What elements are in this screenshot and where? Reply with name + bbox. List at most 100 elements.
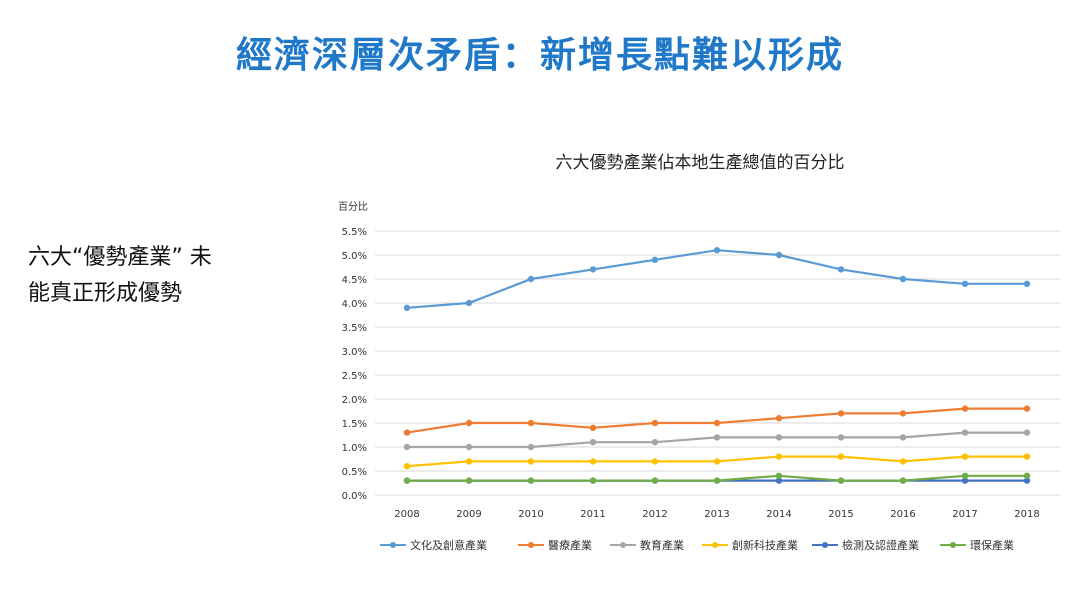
chart-legend: 文化及創意產業 醫療產業 教育產業 創新科技產業 檢測及認證產業 環保產業 bbox=[380, 537, 1080, 557]
legend-swatch bbox=[812, 541, 838, 549]
data-point bbox=[651, 256, 659, 263]
data-point bbox=[403, 443, 411, 451]
data-point bbox=[961, 453, 969, 460]
y-tick-label: 3.5% bbox=[342, 323, 367, 334]
y-tick-label: 3.0% bbox=[342, 347, 367, 358]
legend-swatch bbox=[610, 541, 636, 549]
line-chart: 百分比 0.0% 0.5% 1.0% 1.5% 2.0% 2.5% 3.0% 3.5% 4.0% 4… bbox=[338, 201, 1060, 520]
data-point bbox=[837, 266, 845, 273]
data-point bbox=[465, 443, 473, 451]
y-tick-label: 1.0% bbox=[342, 443, 367, 454]
data-point bbox=[527, 419, 535, 427]
data-point bbox=[1023, 477, 1031, 484]
data-point bbox=[961, 280, 969, 287]
x-tick-label: 2009 bbox=[456, 509, 481, 520]
data-point bbox=[1023, 429, 1031, 436]
data-point bbox=[403, 304, 411, 311]
legend-label: 檢測及認證產業 bbox=[842, 539, 919, 552]
y-tick-label: 0.0% bbox=[342, 491, 367, 502]
data-point bbox=[837, 453, 845, 460]
data-point bbox=[403, 463, 411, 470]
y-axis-label: 百分比 bbox=[338, 201, 368, 213]
chart-title: 六大優勢產業佔本地生產總值的百分比 bbox=[555, 153, 845, 173]
x-tick-label: 2016 bbox=[890, 509, 915, 520]
legend-swatch bbox=[702, 541, 728, 549]
x-tick-label: 2010 bbox=[518, 509, 543, 520]
legend-swatch bbox=[380, 541, 406, 549]
data-point bbox=[589, 477, 597, 484]
x-tick-label: 2015 bbox=[828, 509, 853, 520]
data-point bbox=[527, 275, 535, 283]
legend-item: 檢測及認證產業 bbox=[812, 537, 919, 553]
y-tick-label: 1.5% bbox=[342, 419, 367, 430]
data-point bbox=[713, 434, 721, 441]
y-tick-label: 0.5% bbox=[342, 467, 367, 478]
data-point bbox=[775, 453, 783, 460]
legend-item: 醫療產業 bbox=[518, 537, 592, 553]
data-point bbox=[589, 266, 597, 273]
data-point bbox=[837, 434, 845, 441]
data-point bbox=[403, 429, 411, 436]
side-text-line-1: 六大“優勢產業” 未 bbox=[28, 245, 212, 270]
data-point bbox=[713, 419, 721, 427]
side-text: 六大“優勢產業” 未 能真正形成優勢 bbox=[28, 240, 212, 312]
data-point bbox=[527, 477, 535, 484]
data-point bbox=[899, 410, 907, 417]
data-point bbox=[713, 458, 721, 465]
data-point bbox=[1023, 280, 1031, 287]
y-tick-label: 2.0% bbox=[342, 395, 367, 406]
y-tick-label: 2.5% bbox=[342, 371, 367, 382]
data-point bbox=[651, 419, 659, 427]
data-point bbox=[589, 424, 597, 431]
data-point bbox=[961, 429, 969, 436]
side-text-line-2: 能真正形成優勢 bbox=[28, 281, 183, 306]
data-point bbox=[713, 477, 721, 484]
x-tick-label: 2017 bbox=[952, 509, 977, 520]
data-point bbox=[651, 458, 659, 465]
data-point bbox=[1023, 472, 1031, 479]
data-point bbox=[899, 275, 907, 283]
legend-label: 文化及創意產業 bbox=[410, 539, 487, 552]
data-point bbox=[961, 477, 969, 484]
data-point bbox=[465, 299, 473, 307]
data-point bbox=[527, 458, 535, 465]
legend-label: 創新科技產業 bbox=[732, 539, 798, 552]
data-point bbox=[775, 477, 783, 484]
legend-label: 教育產業 bbox=[640, 539, 684, 552]
data-point bbox=[837, 477, 845, 484]
data-point bbox=[837, 410, 845, 417]
legend-item: 環保產業 bbox=[940, 537, 1014, 553]
y-tick-label: 4.0% bbox=[342, 299, 367, 310]
legend-item: 文化及創意產業 bbox=[380, 537, 487, 553]
data-point bbox=[1023, 405, 1031, 412]
data-point bbox=[775, 415, 783, 422]
legend-label: 環保產業 bbox=[970, 539, 1014, 552]
data-point bbox=[465, 477, 473, 484]
y-tick-label: 5.5% bbox=[342, 227, 367, 238]
x-tick-label: 2014 bbox=[766, 509, 791, 520]
legend-label: 醫療產業 bbox=[548, 539, 592, 552]
data-point bbox=[961, 405, 969, 412]
data-point bbox=[1023, 453, 1031, 460]
data-point bbox=[403, 477, 411, 484]
data-point bbox=[899, 477, 907, 484]
x-tick-label: 2013 bbox=[704, 509, 729, 520]
data-point bbox=[527, 443, 535, 451]
legend-item: 創新科技產業 bbox=[702, 537, 798, 553]
data-point bbox=[775, 251, 783, 259]
x-tick-label: 2008 bbox=[394, 509, 419, 520]
data-point bbox=[775, 434, 783, 441]
data-point bbox=[651, 439, 659, 446]
legend-swatch bbox=[518, 541, 544, 549]
data-point bbox=[775, 472, 783, 479]
legend-item: 教育產業 bbox=[610, 537, 684, 553]
data-point bbox=[589, 439, 597, 446]
data-point bbox=[465, 458, 473, 465]
y-tick-label: 4.5% bbox=[342, 275, 367, 286]
x-tick-label: 2018 bbox=[1014, 509, 1039, 520]
y-tick-label: 5.0% bbox=[342, 251, 367, 262]
data-point bbox=[961, 472, 969, 479]
legend-swatch bbox=[940, 541, 966, 549]
data-point bbox=[465, 419, 473, 427]
data-point bbox=[899, 434, 907, 441]
